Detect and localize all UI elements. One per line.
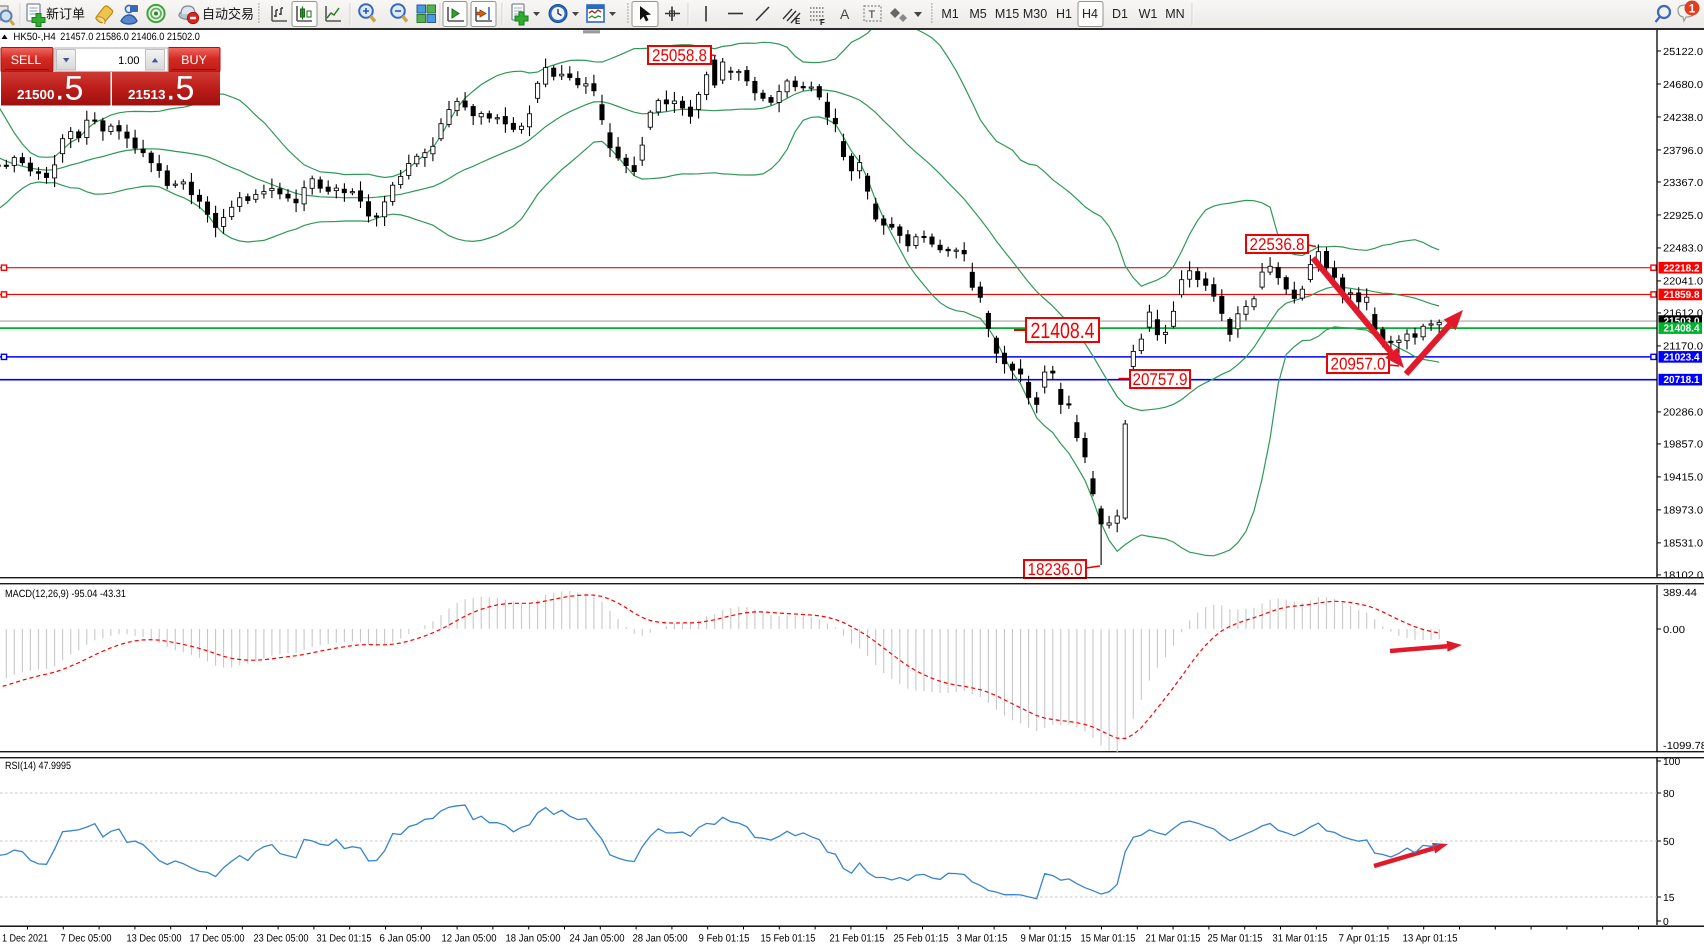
svg-text:M1: M1 [941, 7, 958, 21]
svg-text:21513: 21513 [128, 87, 166, 102]
svg-text:21612.0: 21612.0 [1663, 309, 1703, 320]
svg-text:21 Mar 01:15: 21 Mar 01:15 [1146, 933, 1201, 945]
svg-text:18 Jan 05:00: 18 Jan 05:00 [506, 933, 561, 945]
svg-text:M5: M5 [969, 7, 986, 21]
svg-text:自动交易: 自动交易 [202, 7, 254, 22]
svg-text:24 Jan 05:00: 24 Jan 05:00 [570, 933, 625, 945]
svg-text:21859.8: 21859.8 [1664, 290, 1700, 301]
svg-text:18531.0: 18531.0 [1663, 539, 1703, 550]
svg-text:E: E [795, 17, 801, 26]
svg-text:21023.4: 21023.4 [1664, 352, 1700, 363]
svg-text:13 Dec 05:00: 13 Dec 05:00 [127, 933, 182, 945]
svg-text:-1099.78: -1099.78 [1663, 741, 1704, 752]
svg-text:23367.0: 23367.0 [1663, 178, 1703, 189]
svg-text:15: 15 [1663, 893, 1675, 904]
svg-text:21 Feb 01:15: 21 Feb 01:15 [830, 933, 885, 945]
svg-text:12 Jan 05:00: 12 Jan 05:00 [442, 933, 497, 945]
svg-text:9 Mar 01:15: 9 Mar 01:15 [1021, 933, 1072, 945]
svg-text:22925.0: 22925.0 [1663, 211, 1703, 222]
svg-text:18102.0: 18102.0 [1663, 571, 1703, 582]
svg-text:.5: .5 [166, 70, 194, 108]
svg-text:1 Dec 2021: 1 Dec 2021 [2, 933, 48, 945]
svg-text:.5: .5 [55, 70, 83, 108]
svg-text:M30: M30 [1023, 7, 1047, 21]
svg-text:18236.0: 18236.0 [1028, 560, 1083, 579]
svg-text:1.00: 1.00 [118, 55, 139, 67]
svg-text:H4: H4 [1082, 7, 1098, 21]
svg-text:25122.0: 25122.0 [1663, 47, 1703, 58]
svg-text:20286.0: 20286.0 [1663, 408, 1703, 419]
svg-text:24238.0: 24238.0 [1663, 113, 1703, 124]
svg-text:13 Apr 01:15: 13 Apr 01:15 [1403, 933, 1458, 945]
svg-text:100: 100 [1663, 757, 1680, 768]
svg-text:7 Apr 01:15: 7 Apr 01:15 [1339, 933, 1390, 945]
svg-text:F: F [820, 18, 825, 27]
svg-text:22536.8: 22536.8 [1250, 235, 1305, 254]
svg-text:1: 1 [1689, 2, 1696, 16]
svg-text:21503.0: 21503.0 [1664, 317, 1700, 328]
svg-text:新订单: 新订单 [46, 7, 85, 22]
svg-text:21408.4: 21408.4 [1664, 324, 1700, 335]
svg-text:25 Feb 01:15: 25 Feb 01:15 [894, 933, 949, 945]
svg-text:31 Dec 01:15: 31 Dec 01:15 [317, 933, 372, 945]
svg-text:20757.9: 20757.9 [1133, 370, 1188, 389]
svg-text:21500: 21500 [17, 87, 55, 102]
svg-text:18973.0: 18973.0 [1663, 506, 1703, 517]
svg-text:25058.8: 25058.8 [652, 46, 707, 65]
svg-text:A: A [840, 6, 850, 22]
svg-text:19415.0: 19415.0 [1663, 473, 1703, 484]
svg-text:W1: W1 [1139, 7, 1158, 21]
svg-text:80: 80 [1663, 789, 1675, 800]
svg-text:20718.1: 20718.1 [1664, 375, 1700, 386]
svg-text:31 Mar 01:15: 31 Mar 01:15 [1273, 933, 1328, 945]
svg-text:HK50-,H4: HK50-,H4 [13, 31, 55, 43]
svg-text:BUY: BUY [181, 53, 207, 67]
svg-text:SELL: SELL [11, 53, 42, 67]
svg-text:21170.0: 21170.0 [1663, 342, 1703, 353]
svg-text:3 Mar 01:15: 3 Mar 01:15 [957, 933, 1008, 945]
svg-text:20957.0: 20957.0 [1331, 355, 1386, 374]
svg-text:MACD(12,26,9) -95.04 -43.31: MACD(12,26,9) -95.04 -43.31 [5, 588, 126, 600]
svg-text:17 Dec 05:00: 17 Dec 05:00 [190, 933, 245, 945]
svg-text:9 Feb 01:15: 9 Feb 01:15 [699, 933, 750, 945]
svg-text:23796.0: 23796.0 [1663, 146, 1703, 157]
svg-text:19857.0: 19857.0 [1663, 440, 1703, 451]
svg-text:MN: MN [1165, 7, 1184, 21]
svg-text:23 Dec 05:00: 23 Dec 05:00 [254, 933, 309, 945]
svg-text:21457.0 21586.0 21406.0 21502.: 21457.0 21586.0 21406.0 21502.0 [60, 31, 200, 43]
svg-text:25 Mar 01:15: 25 Mar 01:15 [1208, 933, 1263, 945]
svg-text:D1: D1 [1112, 7, 1128, 21]
svg-text:15 Mar 01:15: 15 Mar 01:15 [1081, 933, 1136, 945]
svg-text:0.00: 0.00 [1663, 625, 1685, 636]
svg-text:50: 50 [1663, 837, 1675, 848]
svg-text:RSI(14) 47.9995: RSI(14) 47.9995 [5, 760, 71, 772]
svg-text:6 Jan 05:00: 6 Jan 05:00 [380, 933, 431, 945]
svg-text:7 Dec 05:00: 7 Dec 05:00 [61, 933, 112, 945]
svg-text:28 Jan 05:00: 28 Jan 05:00 [633, 933, 688, 945]
svg-text:22041.0: 22041.0 [1663, 277, 1703, 288]
svg-text:22218.2: 22218.2 [1664, 263, 1700, 274]
svg-text:15 Feb 01:15: 15 Feb 01:15 [761, 933, 816, 945]
svg-text:M15: M15 [995, 7, 1019, 21]
svg-text:24680.0: 24680.0 [1663, 80, 1703, 91]
svg-text:22483.0: 22483.0 [1663, 244, 1703, 255]
svg-text:H1: H1 [1056, 7, 1072, 21]
svg-text:0: 0 [1663, 917, 1669, 928]
svg-text:389.44: 389.44 [1663, 588, 1697, 599]
svg-text:T: T [869, 9, 876, 21]
svg-text:21408.4: 21408.4 [1031, 318, 1095, 343]
